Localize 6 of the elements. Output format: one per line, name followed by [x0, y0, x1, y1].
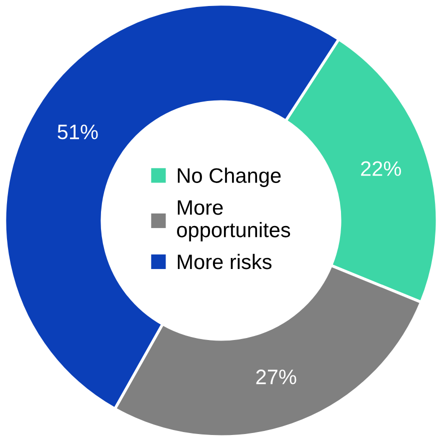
- data-label: 51%: [58, 124, 98, 140]
- data-label: 27%: [256, 370, 296, 384]
- data-label: 22%: [361, 161, 401, 176]
- legend-label: More opportunites: [177, 200, 290, 242]
- legend-label: No Change: [178, 168, 281, 188]
- legend-label: More risks: [178, 254, 272, 270]
